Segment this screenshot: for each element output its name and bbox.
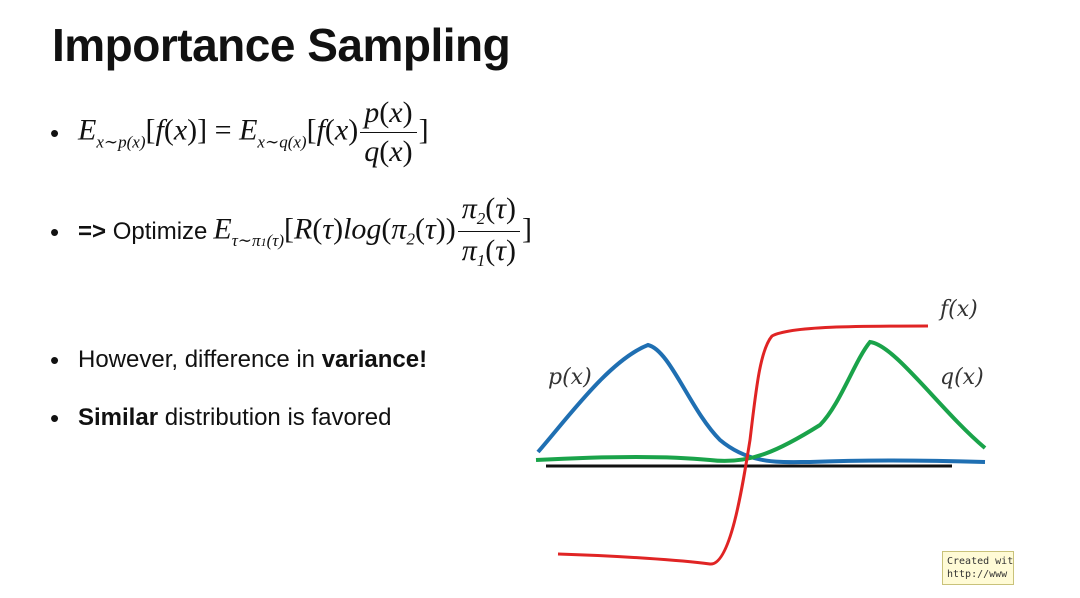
bullet-dot: • [50, 216, 60, 247]
bullet-equation-importance: • Ex∼p(x)[f(x)] = Ex∼q(x)[f(x) p(x) q(x)] [50, 96, 429, 169]
bullet-dot: • [50, 345, 60, 375]
optimize-equation: Eτ∼π1(τ)[R(τ)log(π2(τ)) π2(τ) π1(τ)] [213, 192, 532, 270]
f-label: f(x) [938, 297, 978, 322]
watermark-badge: Created wit http://www [942, 551, 1014, 585]
bullet-variance: • However, difference in variance! [50, 346, 427, 374]
bullet-similar-text: Similar distribution is favored [78, 404, 392, 431]
bullet-similar: • Similar distribution is favored [50, 404, 392, 432]
optimize-prefix: => Optimize [78, 217, 208, 245]
q-label: q(x) [940, 365, 984, 390]
importance-sampling-equation: Ex∼p(x)[f(x)] = Ex∼q(x)[f(x) p(x) q(x)] [78, 96, 429, 168]
distribution-figure: f(x) p(x) q(x) [535, 297, 987, 566]
bullet-dot: • [50, 117, 60, 148]
watermark-line-2: http://www [947, 569, 1008, 580]
watermark-line-1: Created wit [947, 556, 1014, 567]
bullet-dot: • [50, 403, 60, 433]
f-curve [557, 324, 929, 566]
p-curve [536, 342, 986, 465]
q-curve [535, 339, 987, 463]
bullet-variance-text: However, difference in variance! [78, 346, 428, 373]
p-label: p(x) [548, 365, 592, 390]
bullet-optimize: • => Optimize Eτ∼π1(τ)[R(τ)log(π2(τ)) π2(… [50, 192, 532, 271]
slide-title: Importance Sampling [52, 19, 511, 71]
